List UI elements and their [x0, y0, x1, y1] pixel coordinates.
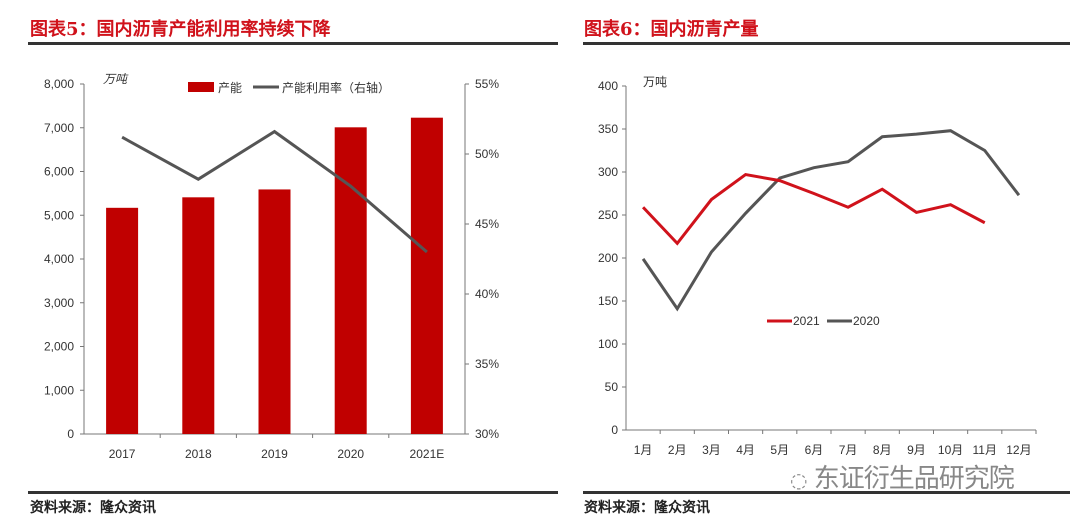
x-tick-label: 2020	[337, 447, 364, 461]
y-tick-label: 400	[598, 79, 618, 93]
bar-2018	[182, 197, 215, 434]
title-rule-right	[583, 42, 1070, 45]
y-tick-label: 3,000	[44, 296, 74, 310]
y-tick-label: 1,000	[44, 383, 74, 397]
y2-tick-label: 40%	[475, 287, 499, 301]
bar-2021E	[410, 117, 443, 434]
y-tick-label: 4,000	[44, 252, 74, 266]
y2-tick-label: 30%	[475, 427, 499, 441]
bar-2020	[334, 127, 367, 434]
y2-tick-label: 55%	[475, 77, 499, 91]
y-tick-label: 7,000	[44, 121, 74, 135]
footer-rule-right	[583, 491, 1070, 494]
x-tick-label: 2017	[109, 447, 136, 461]
x-tick-label: 11月	[973, 443, 997, 457]
x-tick-label: 8月	[873, 443, 892, 457]
legend-line-label: 产能利用率（右轴）	[282, 80, 390, 95]
y-tick-label: 2,000	[44, 340, 74, 354]
x-tick-label: 12月	[1006, 443, 1031, 457]
legend-2020-label: 2020	[853, 314, 880, 328]
y2-tick-label: 50%	[475, 147, 499, 161]
unit-label: 万吨	[103, 72, 129, 86]
legend-bar-swatch	[188, 82, 214, 92]
legend-2021-label: 2021	[793, 314, 820, 328]
x-tick-label: 4月	[736, 443, 755, 457]
y-tick-label: 0	[67, 427, 74, 441]
y-tick-label: 5,000	[44, 208, 74, 222]
wechat-icon: ◌	[790, 468, 807, 492]
bar-2019	[258, 189, 291, 434]
series-line-2021	[641, 172, 986, 246]
source-right: 资料来源：隆众资讯	[584, 500, 710, 516]
x-tick-label: 2月	[668, 443, 687, 457]
x-tick-label: 6月	[805, 443, 824, 457]
x-tick-label: 7月	[839, 443, 858, 457]
chart2-title: 图表6：国内沥青产量	[584, 19, 759, 40]
footer-rule-left	[28, 491, 558, 494]
y-tick-label: 250	[598, 208, 618, 222]
watermark-text: 东证衍生品研究院	[813, 464, 1015, 494]
y-tick-label: 50	[605, 380, 619, 394]
x-tick-label: 2019	[261, 447, 288, 461]
y-tick-label: 100	[598, 337, 618, 351]
bar-2017	[106, 207, 139, 434]
watermark: ◌ 东证衍生品研究院	[790, 458, 1015, 495]
legend-bar-label: 产能	[218, 81, 242, 95]
x-tick-label: 2021E	[410, 447, 445, 461]
series-line-2020	[641, 129, 1021, 312]
y-tick-label: 8,000	[44, 77, 74, 91]
source-left: 资料来源：隆众资讯	[30, 500, 156, 516]
y-tick-label: 350	[598, 122, 618, 136]
x-tick-label: 9月	[907, 443, 926, 457]
y-tick-label: 200	[598, 251, 618, 265]
y-tick-label: 6,000	[44, 165, 74, 179]
y-tick-label: 150	[598, 294, 618, 308]
y-tick-label: 300	[598, 165, 618, 179]
x-tick-label: 2018	[185, 447, 212, 461]
y2-tick-label: 45%	[475, 217, 499, 231]
title-rule-left	[28, 42, 558, 45]
unit-label: 万吨	[643, 75, 667, 89]
x-tick-label: 3月	[702, 443, 721, 457]
y2-tick-label: 35%	[475, 357, 499, 371]
chart1-title: 图表5：国内沥青产能利用率持续下降	[30, 19, 331, 40]
y-tick-label: 0	[611, 423, 618, 437]
x-tick-label: 1月	[634, 443, 653, 457]
x-tick-label: 5月	[770, 443, 789, 457]
x-tick-label: 10月	[938, 443, 963, 457]
